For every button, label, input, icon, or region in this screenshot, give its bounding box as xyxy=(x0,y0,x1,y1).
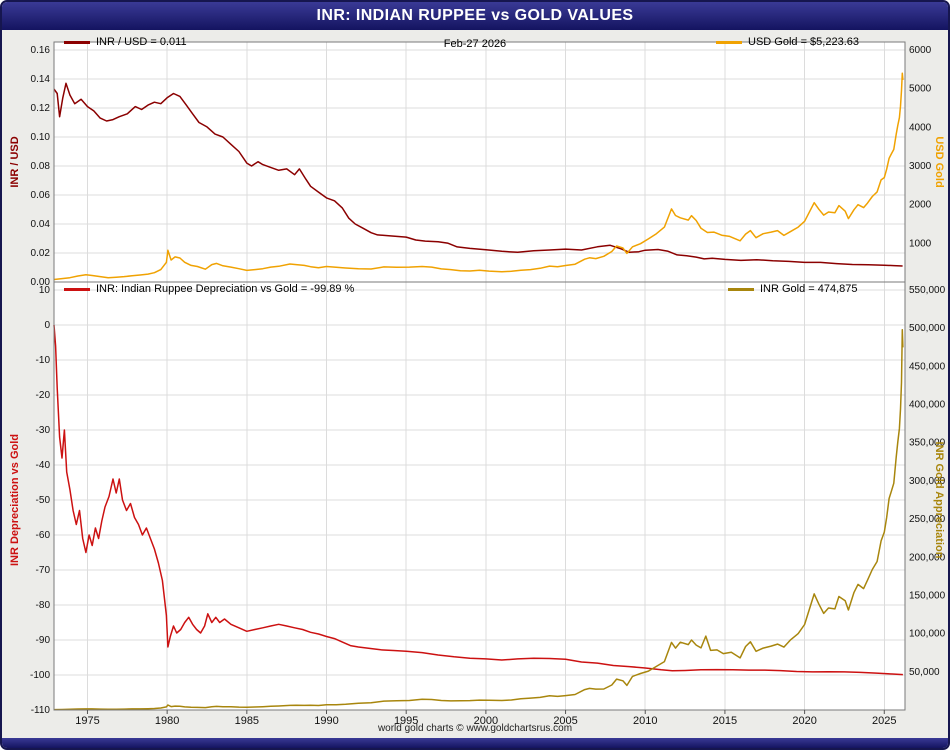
inr-depreciation-swatch xyxy=(64,287,90,291)
page-title: INR: INDIAN RUPPEE vs GOLD VALUES xyxy=(316,7,634,24)
bottom-bar xyxy=(2,738,948,748)
svg-text:0.14: 0.14 xyxy=(31,74,51,85)
footer-credit: world gold charts © www.goldchartsrus.co… xyxy=(377,723,573,734)
svg-text:50,000: 50,000 xyxy=(909,667,940,678)
svg-text:-20: -20 xyxy=(36,390,51,401)
svg-text:0.06: 0.06 xyxy=(31,190,51,201)
usd-gold-swatch xyxy=(716,40,742,44)
chart-canvas: 0.00 0.02 0.04 0.06 0.08 0.10 0.12 0.14 0.16 1000… xyxy=(30,41,946,727)
svg-text:0.16: 0.16 xyxy=(31,45,51,56)
svg-text:6000: 6000 xyxy=(909,45,932,56)
svg-text:350,000: 350,000 xyxy=(909,438,946,449)
svg-text:2010: 2010 xyxy=(633,715,657,727)
svg-text:5000: 5000 xyxy=(909,84,932,95)
legend-inr-usd: INR / USD = 0.011 xyxy=(64,36,187,48)
svg-text:1995: 1995 xyxy=(394,715,418,727)
legend-inr-depreciation-label: INR: Indian Ruppee Depreciation vs Gold … xyxy=(96,283,355,295)
legend-inr-usd-label: INR / USD = 0.011 xyxy=(96,36,187,48)
svg-text:3000: 3000 xyxy=(909,161,932,172)
inr-usd-swatch xyxy=(64,40,90,44)
svg-text:500,000: 500,000 xyxy=(909,323,946,334)
svg-text:-70: -70 xyxy=(36,565,51,576)
svg-text:-80: -80 xyxy=(36,600,51,611)
svg-text:-60: -60 xyxy=(36,530,51,541)
svg-text:-40: -40 xyxy=(36,460,51,471)
svg-text:100,000: 100,000 xyxy=(909,629,946,640)
svg-text:-50: -50 xyxy=(36,495,51,506)
svg-text:0.10: 0.10 xyxy=(31,132,51,143)
svg-text:2015: 2015 xyxy=(713,715,737,727)
legend-inr-gold: INR Gold = 474,875 xyxy=(728,283,858,295)
svg-text:1975: 1975 xyxy=(75,715,99,727)
svg-text:450,000: 450,000 xyxy=(909,361,946,372)
svg-text:2020: 2020 xyxy=(792,715,816,727)
svg-text:400,000: 400,000 xyxy=(909,400,946,411)
svg-text:550,000: 550,000 xyxy=(909,285,946,296)
legend-inr-depreciation: INR: Indian Ruppee Depreciation vs Gold … xyxy=(64,283,354,295)
svg-text:2000: 2000 xyxy=(909,200,932,211)
svg-text:300,000: 300,000 xyxy=(909,476,946,487)
svg-text:-110: -110 xyxy=(31,705,51,716)
svg-text:4000: 4000 xyxy=(909,122,932,133)
svg-text:-100: -100 xyxy=(30,670,50,681)
svg-text:150,000: 150,000 xyxy=(909,590,946,601)
svg-text:0.00: 0.00 xyxy=(31,277,51,288)
svg-text:1980: 1980 xyxy=(155,715,179,727)
svg-text:-10: -10 xyxy=(36,355,51,366)
svg-text:0.12: 0.12 xyxy=(31,103,51,114)
svg-text:2025: 2025 xyxy=(872,715,896,727)
svg-text:0.04: 0.04 xyxy=(31,219,51,230)
svg-text:0.02: 0.02 xyxy=(31,248,51,259)
svg-text:1000: 1000 xyxy=(909,238,932,249)
svg-text:250,000: 250,000 xyxy=(909,514,946,525)
svg-text:0.08: 0.08 xyxy=(31,161,51,172)
svg-text:-30: -30 xyxy=(36,425,51,436)
svg-text:10: 10 xyxy=(39,285,51,296)
as-of-date: Feb-27 2026 xyxy=(443,38,507,50)
legend-usd-gold-label: USD Gold = $5,223.63 xyxy=(748,36,859,48)
title-bar: INR: INDIAN RUPPEE vs GOLD VALUES xyxy=(2,2,948,30)
legend-usd-gold: USD Gold = $5,223.63 xyxy=(716,36,859,48)
svg-text:0: 0 xyxy=(44,320,50,331)
svg-text:-90: -90 xyxy=(36,635,51,646)
svg-text:2005: 2005 xyxy=(553,715,577,727)
legend-inr-gold-label: INR Gold = 474,875 xyxy=(760,283,858,295)
svg-text:1990: 1990 xyxy=(314,715,338,727)
svg-text:200,000: 200,000 xyxy=(909,552,946,563)
inr-gold-swatch xyxy=(728,287,754,291)
svg-text:1985: 1985 xyxy=(235,715,259,727)
svg-text:2000: 2000 xyxy=(474,715,498,727)
